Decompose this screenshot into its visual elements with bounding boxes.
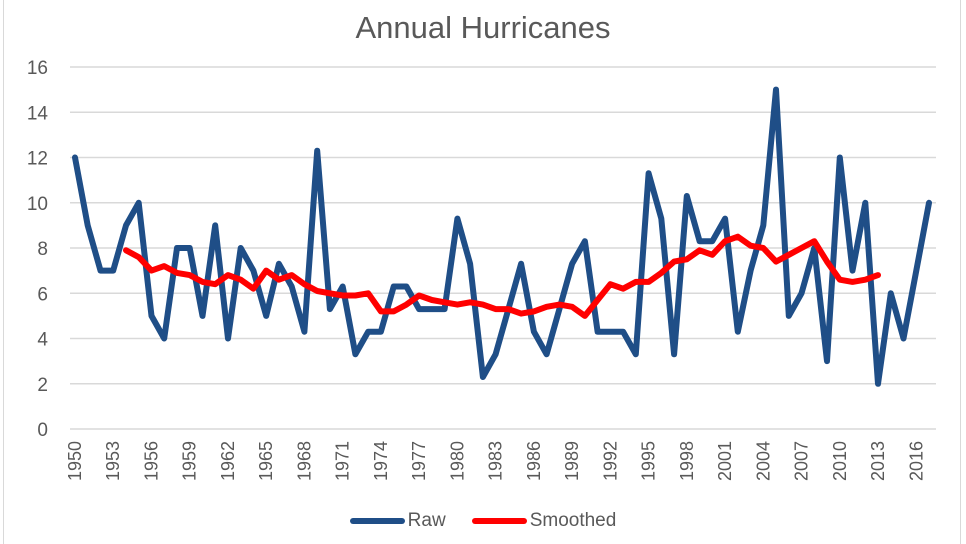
x-tick-label: 1971 (333, 441, 353, 481)
y-tick-label: 14 (27, 103, 49, 124)
x-tick-label: 1950 (65, 441, 85, 481)
x-tick-label: 1980 (447, 441, 467, 481)
y-tick-label: 12 (27, 149, 48, 170)
x-tick-label: 1968 (294, 441, 314, 481)
x-axis-ticks: 1950 1953 1956 1959 1962 1965 1968 1971 1974 1977… (65, 441, 926, 481)
y-tick-label: 8 (37, 239, 48, 260)
x-tick-label: 1953 (103, 441, 123, 481)
x-tick-label: 1965 (256, 441, 276, 481)
x-tick-label: 1962 (218, 441, 238, 481)
legend-item-smoothed[interactable]: Smoothed (471, 510, 617, 532)
x-tick-label: 2007 (792, 441, 812, 481)
x-tick-label: 1995 (639, 441, 659, 481)
y-tick-label: 16 (27, 58, 48, 79)
y-axis-ticks: 0 2 4 6 8 10 12 14 16 (27, 58, 49, 441)
legend-swatch-smoothed (471, 518, 527, 524)
chart-title: Annual Hurricanes (355, 10, 611, 45)
series-line-smoothed (123, 233, 881, 319)
x-tick-label: 1986 (524, 441, 544, 481)
legend-label-raw: Raw (407, 510, 446, 531)
legend-label-smoothed: Smoothed (529, 510, 617, 531)
series-line-raw (72, 86, 932, 387)
chart-frame (3, 0, 961, 544)
series-lines (72, 86, 932, 387)
legend-swatch-raw (349, 518, 405, 524)
x-tick-label: 1998 (677, 441, 697, 481)
x-tick-label: 1959 (180, 441, 200, 481)
x-tick-label: 1989 (562, 441, 582, 481)
x-tick-label: 1956 (141, 441, 161, 481)
x-tick-label: 1977 (409, 441, 429, 481)
y-tick-label: 10 (27, 194, 48, 215)
x-tick-label: 2013 (868, 441, 888, 481)
x-tick-label: 1983 (486, 441, 506, 481)
x-tick-label: 1974 (371, 441, 391, 481)
x-tick-label: 1992 (600, 441, 620, 481)
x-tick-label: 2016 (906, 441, 926, 481)
y-tick-label: 6 (37, 284, 48, 305)
y-tick-label: 0 (37, 420, 48, 441)
x-tick-label: 2001 (715, 441, 735, 481)
legend-item-raw[interactable]: Raw (349, 510, 446, 532)
legend: Raw Smoothed (0, 510, 966, 532)
y-tick-label: 4 (37, 330, 48, 351)
x-tick-label: 2004 (753, 441, 773, 481)
y-tick-label: 2 (37, 375, 48, 396)
x-tick-label: 2010 (830, 441, 850, 481)
